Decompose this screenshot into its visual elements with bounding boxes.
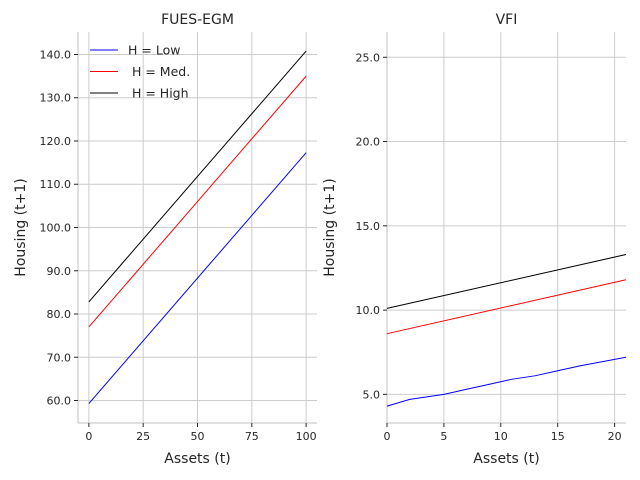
vfi-x-tick-label: 10 [494,430,508,443]
fues-egm-legend: H = Low H = Med. H = High [90,43,190,101]
fues-egm-x-tick-label: 25 [136,430,150,443]
fues-egm-x-tick-label: 50 [191,430,205,443]
fues-egm-x-tick-label: 100 [296,430,317,443]
vfi-series-line-2 [386,253,627,309]
fues-egm-y-axis-label: Housing (t+1) [13,178,29,276]
vfi-panel: 0 5 10 15 20 5.0 10.0 15.0 20.0 25.0 VFI Assets (t)… [322,12,627,467]
vfi-y-tick-label: 10.0 [356,304,381,317]
vfi-y-axis-label: Housing (t+1) [322,178,338,276]
vfi-y-tick-label: 20.0 [356,136,381,149]
fues-egm-x-axis-label: Assets (t) [164,451,230,467]
fues-egm-series-line-2 [88,50,307,303]
vfi-series-line-0 [386,356,627,407]
vfi-chart-title: VFI [496,12,518,28]
vfi-x-axis-label: Assets (t) [473,451,539,467]
fues-egm-x-tick-label: 75 [245,430,259,443]
fues-egm-y-tick-label: 140.0 [40,48,72,61]
vfi-series-line-1 [386,279,627,335]
fues-egm-panel: 0 25 50 75 100 60.0 70.0 80.0 90.0 100.0 110.0 120.… [13,12,317,467]
vfi-y-tick-label: 25.0 [356,51,381,64]
fues-egm-y-tick-label: 90.0 [47,265,72,278]
vfi-x-tick-label: 0 [384,430,391,443]
fues-egm-legend-label-1: H = Med. [128,64,190,79]
vfi-x-tick-label: 5 [440,430,447,443]
fues-egm-series-line-1 [88,75,307,328]
fues-egm-y-tick-label: 110.0 [40,178,72,191]
fues-egm-legend-label-2: H = High [128,86,189,101]
vfi-y-tick-label: 5.0 [363,388,381,401]
fues-egm-series-line-0 [88,152,307,404]
fues-egm-x-tick-label: 0 [85,430,92,443]
fues-egm-y-tick-label: 130.0 [40,92,72,105]
fues-egm-y-tick-label: 60.0 [47,395,72,408]
fues-egm-y-tick-label: 120.0 [40,135,72,148]
fues-egm-y-tick-label: 80.0 [47,308,72,321]
vfi-x-tick-label: 20 [608,430,622,443]
vfi-y-tick-label: 15.0 [356,220,381,233]
fues-egm-y-tick-label: 100.0 [40,222,72,235]
fues-egm-chart-title: FUES-EGM [161,12,234,28]
fues-egm-legend-label-0: H = Low [128,43,180,58]
vfi-x-tick-label: 15 [551,430,565,443]
fues-egm-y-tick-label: 70.0 [47,351,72,364]
